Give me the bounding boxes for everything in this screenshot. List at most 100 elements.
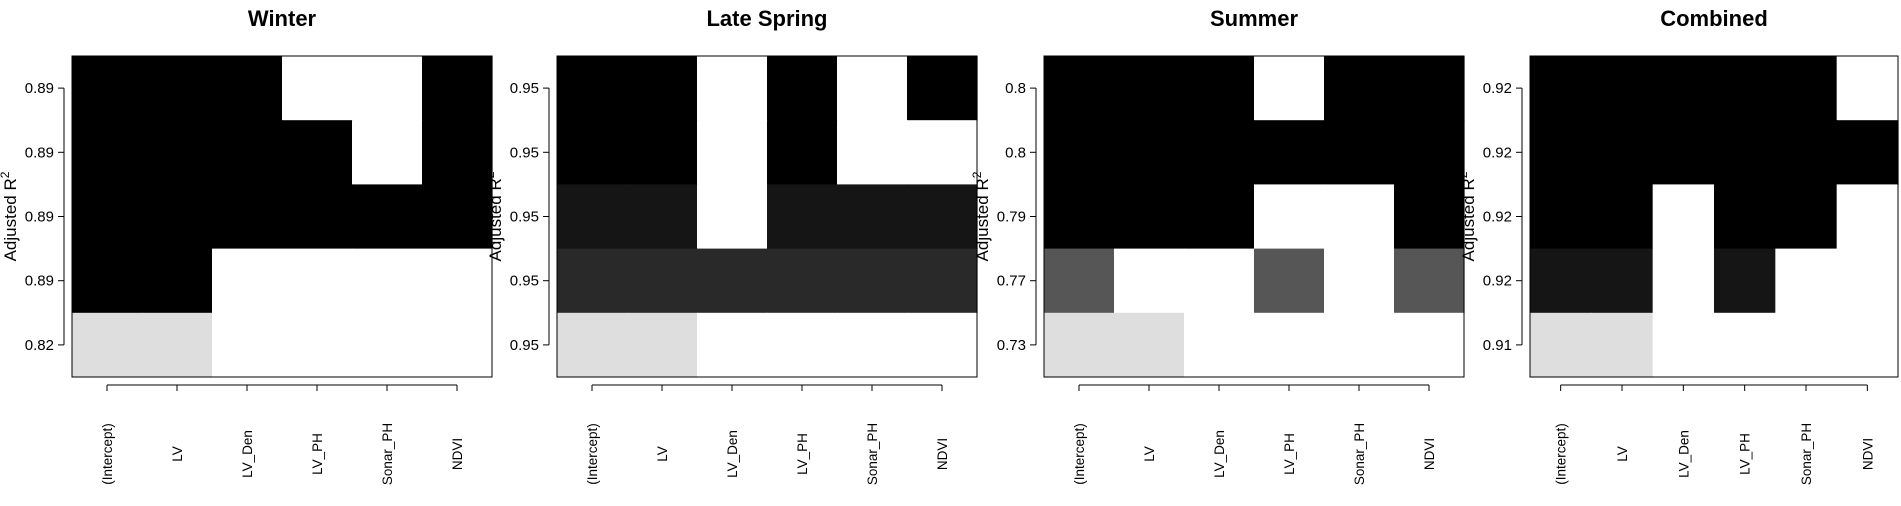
heatmap-cell (212, 56, 283, 121)
heatmap-cell (422, 56, 493, 121)
y-tick-label: 0.92 (1483, 144, 1512, 161)
heatmap-cell (837, 120, 908, 185)
x-tick-label: LV_PH (795, 433, 810, 475)
heatmap-cell (282, 120, 353, 185)
heatmap-cell (352, 56, 423, 121)
heatmap-cell (1044, 120, 1115, 185)
heatmap-cell (627, 120, 698, 185)
plot-frame (1043, 55, 1465, 378)
heatmap-cell (1530, 56, 1592, 121)
x-tick-label: NDVI (935, 438, 950, 470)
heatmap-cell (1775, 248, 1838, 314)
heatmap-cell (72, 248, 143, 314)
x-tick-label: LV_Den (240, 430, 255, 478)
heatmap-cell (1775, 312, 1838, 378)
heatmap-cell (1530, 120, 1592, 185)
x-tick-label: LV_Den (1212, 430, 1227, 478)
y-tick-label: 0.95 (510, 273, 539, 290)
x-tick-label: LV_Den (725, 430, 740, 478)
heatmap-cell (1114, 312, 1185, 378)
y-tick-label: 0.92 (1483, 273, 1512, 290)
x-tick-label: LV (1142, 446, 1157, 462)
heatmap-cell (1836, 248, 1899, 314)
heatmap-cell (1114, 248, 1185, 314)
x-tick-label: LV (655, 446, 670, 462)
panel-title: Summer (1210, 6, 1298, 31)
heatmap-cell (557, 312, 628, 378)
heatmap-cell (697, 248, 768, 314)
heatmap-cell (627, 248, 698, 314)
heatmap-cell (697, 56, 768, 121)
heatmap-cell (1530, 184, 1592, 250)
heatmap-cell (1254, 120, 1325, 185)
x-tick-label: LV_PH (1282, 433, 1297, 475)
heatmap-cell (557, 56, 628, 121)
heatmap-cell (627, 56, 698, 121)
heatmap-cell (1652, 184, 1715, 250)
heatmap-cell (1394, 184, 1465, 250)
y-axis-label-superscript: 2 (970, 171, 984, 178)
heatmap-cell (1394, 312, 1465, 378)
x-tick-label: Sonar_PH (1352, 423, 1367, 485)
heatmap-cell (1114, 56, 1185, 121)
heatmap-cell (142, 248, 213, 314)
heatmap-cell (1836, 312, 1899, 378)
plot-frame (1529, 55, 1899, 378)
x-tick-label: LV (170, 446, 185, 462)
heatmap-cell (1530, 312, 1592, 378)
y-axis-label-superscript: 2 (483, 171, 497, 178)
heatmap-cell (212, 312, 283, 378)
y-axis-label: Adjusted R2 (1456, 171, 1478, 261)
heatmap-cell (557, 248, 628, 314)
heatmap-cell (1184, 56, 1255, 121)
heatmap-cell (1714, 56, 1776, 121)
heatmap-cell (837, 312, 908, 378)
y-axis-label: Adjusted R2 (483, 171, 505, 261)
y-tick-label: 0.73 (997, 337, 1026, 354)
heatmap-cell (1652, 120, 1715, 185)
heatmap-cell (1714, 184, 1776, 250)
heatmap-cell (697, 120, 768, 185)
plot-frame (556, 55, 978, 378)
x-tick-label: LV_Den (1676, 430, 1691, 478)
y-tick-label: 0.89 (25, 80, 54, 97)
x-tick-label: (Intercept) (585, 423, 600, 485)
x-tick-label: (Intercept) (1072, 423, 1087, 485)
heatmap-cell (1836, 56, 1899, 121)
heatmap-cell (1394, 248, 1465, 314)
heatmap-cell (1114, 184, 1185, 250)
y-axis-label-superscript: 2 (1456, 171, 1470, 178)
heatmap-cell (1836, 120, 1899, 185)
heatmap-cell (697, 184, 768, 250)
heatmap-cell (1394, 56, 1465, 121)
x-tick-label: LV (1615, 446, 1630, 462)
y-tick-label: 0.89 (25, 209, 54, 226)
x-tick-label: Sonar_PH (865, 423, 880, 485)
heatmap-cell (1652, 248, 1715, 314)
heatmap-cell (1324, 120, 1395, 185)
y-axis-label: Adjusted R2 (970, 171, 992, 261)
heatmap-cell (697, 312, 768, 378)
heatmap-cell (72, 312, 143, 378)
heatmap-cell (282, 56, 353, 121)
heatmap-cell (837, 184, 908, 250)
heatmap-cell (352, 184, 423, 250)
heatmap-cell (1591, 184, 1654, 250)
y-tick-label: 0.92 (1483, 209, 1512, 226)
heatmap-cell (1254, 184, 1325, 250)
heatmap-cell (1591, 56, 1654, 121)
heatmap-cell (1714, 248, 1776, 314)
y-tick-label: 0.95 (510, 209, 539, 226)
heatmap-cell (1044, 312, 1115, 378)
heatmap-cell (352, 312, 423, 378)
x-tick-label: Sonar_PH (380, 423, 395, 485)
x-tick-label: LV_PH (310, 433, 325, 475)
heatmap-cell (1652, 312, 1715, 378)
heatmap-cell (907, 120, 978, 185)
heatmap-cell (1324, 248, 1395, 314)
heatmap-panel: Summer 0.8 0.8 0.79 0.77 0.73 Adjusted R2 (Inte… (970, 6, 1465, 485)
heatmap-cell (1044, 184, 1115, 250)
heatmap-cell (1324, 312, 1395, 378)
heatmap-cell (1324, 184, 1395, 250)
heatmap-cell (422, 120, 493, 185)
